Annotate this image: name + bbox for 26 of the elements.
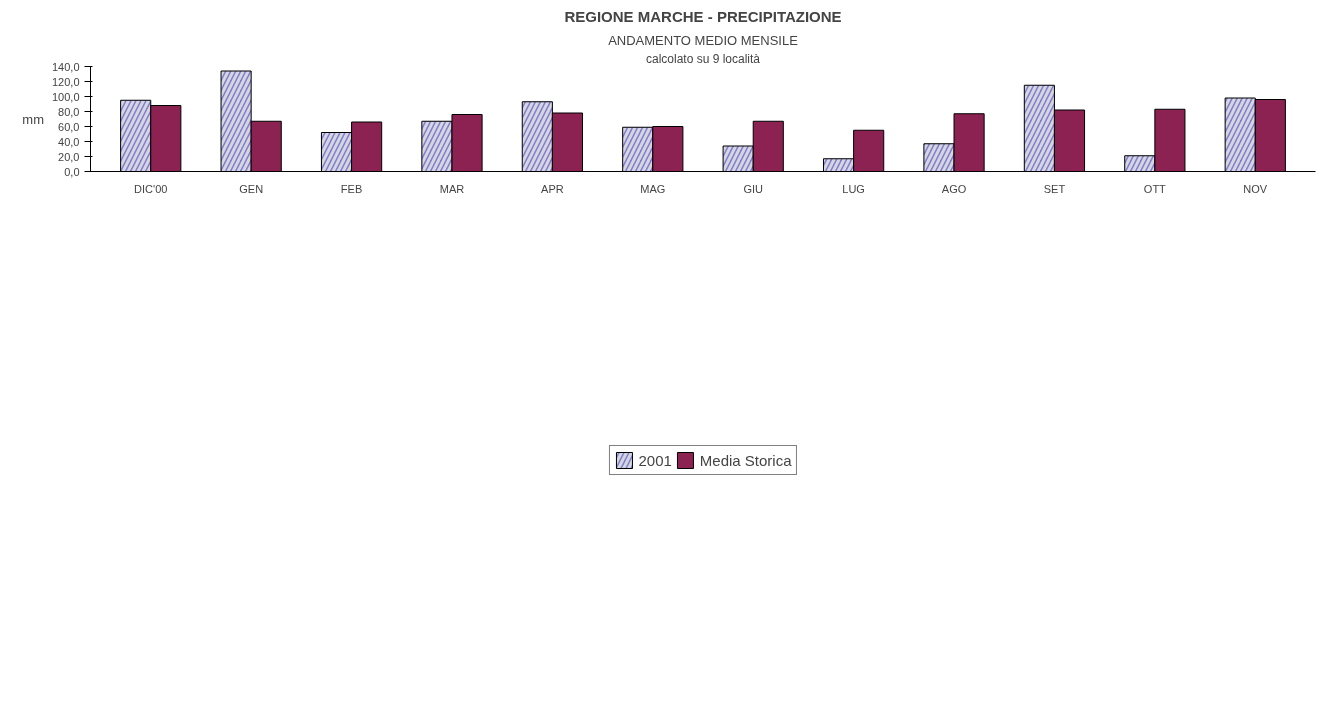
x-tick-label: GIU bbox=[743, 182, 764, 195]
x-tick-label: NOV bbox=[1243, 182, 1268, 195]
y-tick-label: 120,0 bbox=[51, 75, 80, 88]
y-axis-title: mm bbox=[22, 111, 44, 127]
x-tick-label: LUG bbox=[842, 182, 865, 195]
x-tick-label: DIC'00 bbox=[134, 182, 168, 195]
y-tick-label: 100,0 bbox=[51, 90, 80, 103]
y-tick-label: 80,0 bbox=[58, 105, 80, 118]
chart-title: REGIONE MARCHE - PRECIPITAZIONE bbox=[564, 7, 842, 25]
legend-label: 2001 bbox=[638, 451, 672, 469]
y-tick-label: 0,0 bbox=[64, 165, 80, 178]
x-tick-label: GEN bbox=[239, 182, 264, 195]
y-tick-label: 140,0 bbox=[51, 60, 80, 73]
y-tick-label: 40,0 bbox=[58, 135, 80, 148]
text: calcolato su 9 località bbox=[645, 51, 761, 66]
x-tick-label: SET bbox=[1043, 182, 1066, 195]
y-tick-label: 20,0 bbox=[58, 150, 80, 163]
legend-label: Media Storica bbox=[699, 451, 792, 469]
x-tick-label: MAR bbox=[439, 182, 465, 195]
x-tick-label: MAG bbox=[640, 182, 666, 195]
x-tick-label: APR bbox=[541, 182, 564, 195]
y-tick-label: 60,0 bbox=[58, 120, 80, 133]
x-tick-label: OTT bbox=[1143, 182, 1167, 195]
chart-subtitle: ANDAMENTO MEDIO MENSILE bbox=[608, 32, 799, 48]
x-tick-label: FEB bbox=[340, 182, 363, 195]
x-tick-label: AGO bbox=[941, 182, 967, 195]
